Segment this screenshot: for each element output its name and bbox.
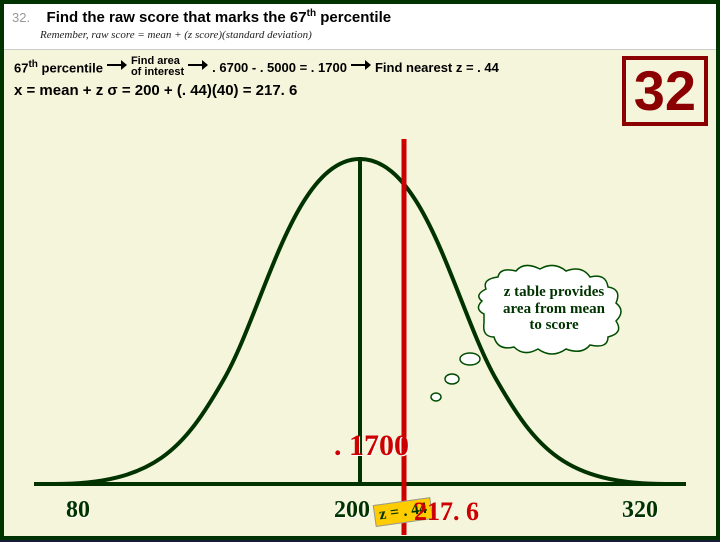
xmin-label: 80: [66, 497, 90, 524]
question-subtitle: Remember, raw score = mean + (z score)(s…: [12, 27, 708, 45]
steps-block: 67th percentile Find area of interest . …: [4, 50, 716, 105]
slide-number-badge: 32: [622, 56, 708, 126]
pct-sup: th: [28, 59, 37, 70]
title-sup: th: [307, 8, 316, 19]
equation-line: x = mean + z σ = 200 + (. 44)(40) = 217.…: [14, 82, 706, 99]
step-row-1: 67th percentile Find area of interest . …: [14, 56, 706, 78]
z-table-callout: z table provides area from mean to score: [494, 284, 614, 334]
callout-line1: z table provides: [494, 284, 614, 301]
arrow-icon: [107, 58, 127, 76]
arrow-icon: [351, 58, 371, 76]
title-suffix: percentile: [316, 9, 391, 26]
callout-line3: to score: [494, 317, 614, 334]
mean-label: 200: [334, 497, 370, 524]
title-prefix: Find the raw score that marks the 67: [47, 9, 307, 26]
question-number: 32.: [12, 10, 30, 25]
find-area-bot: of interest: [131, 67, 184, 78]
find-area-label: Find area of interest: [131, 56, 184, 78]
find-z: Find nearest z = . 44: [375, 60, 499, 75]
normal-curve-chart: z table provides area from mean to score…: [4, 139, 716, 537]
pct-prefix: 67: [14, 60, 28, 75]
question-header: 32. Find the raw score that marks the 67…: [4, 4, 716, 50]
score-label: 217. 6: [414, 497, 479, 527]
pct-suffix: percentile: [38, 60, 103, 75]
question-title: Find the raw score that marks the 67th p…: [47, 9, 392, 26]
xmax-label: 320: [622, 497, 658, 524]
chart-svg: [4, 139, 716, 537]
area-calc: . 6700 - . 5000 = . 1700: [212, 60, 347, 75]
slide-container: 32. Find the raw score that marks the 67…: [0, 0, 720, 540]
callout-line2: area from mean: [494, 301, 614, 318]
percentile-label: 67th percentile: [14, 59, 103, 75]
area-label: . 1700: [334, 429, 409, 463]
arrow-icon: [188, 58, 208, 76]
